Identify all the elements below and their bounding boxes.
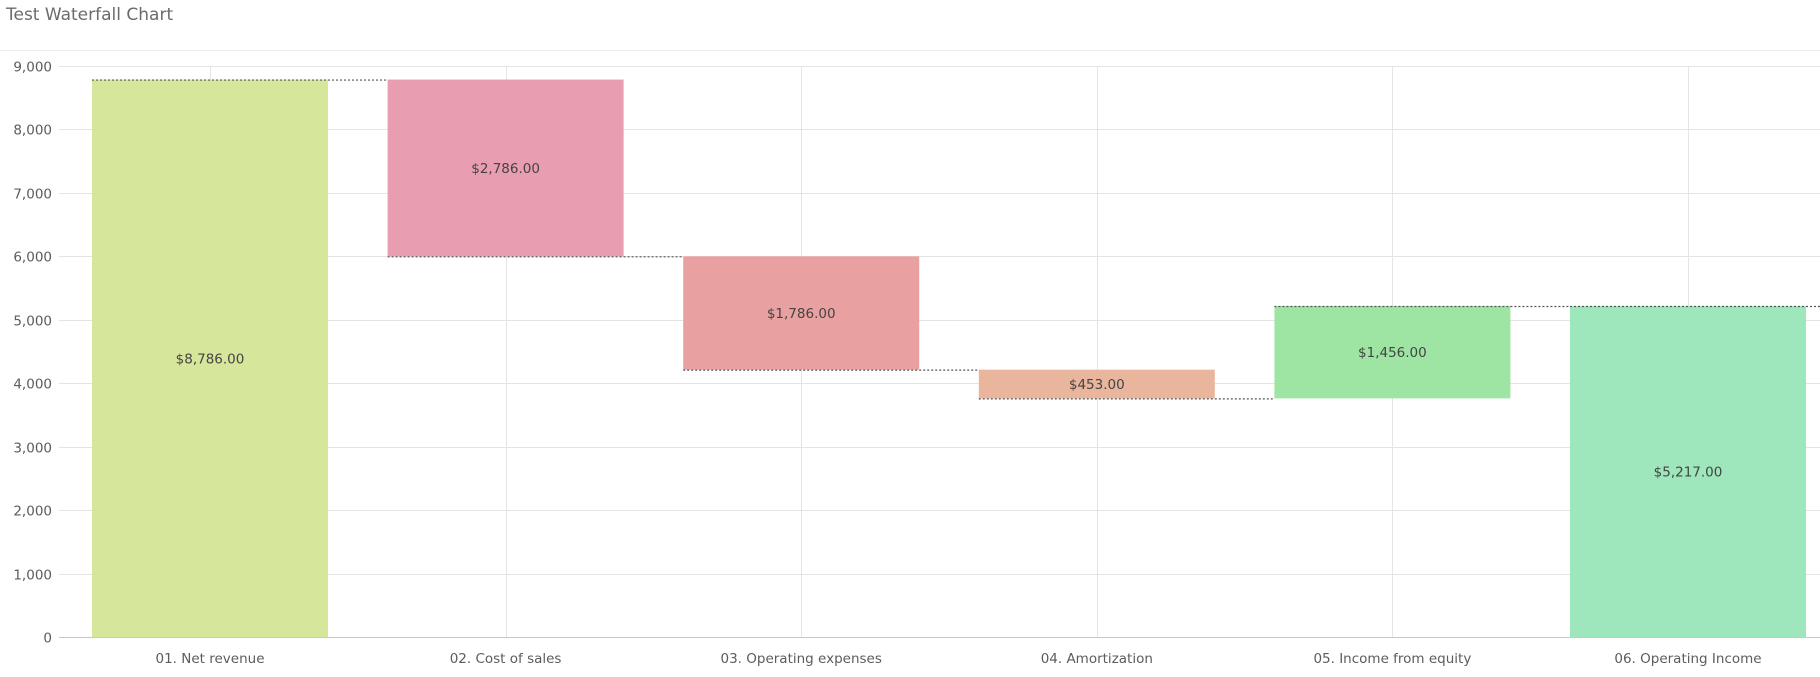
y-tick-label: 6,000 [13, 250, 52, 266]
y-tick-label: 5,000 [13, 314, 52, 330]
y-tick-label: 0 [43, 631, 52, 647]
x-category-label: 02. Cost of sales [450, 651, 562, 667]
connectors [92, 79, 1820, 400]
data-labels: $8,786.00 $2,786.00 $1,786.00 $453.00 $1,456… [176, 161, 1723, 481]
chart-title: Test Waterfall Chart [6, 5, 174, 25]
x-category-label: 06. Operating Income [1614, 651, 1761, 667]
x-category-label: 05. Income from equity [1313, 651, 1471, 667]
chart-header: Test Waterfall Chart [0, 0, 1820, 51]
y-tick-label: 8,000 [13, 123, 52, 139]
y-tick-label: 4,000 [13, 377, 52, 393]
waterfall-bar[interactable] [387, 79, 624, 257]
x-category-label: 03. Operating expenses [720, 651, 881, 667]
bar-value-label: $1,456.00 [1358, 345, 1427, 361]
waterfall-bar[interactable] [92, 79, 328, 638]
bar-value-label: $2,786.00 [471, 161, 540, 177]
y-tick-label: 3,000 [13, 441, 52, 457]
x-category-label: 04. Amortization [1041, 651, 1153, 667]
waterfall-bar[interactable] [683, 256, 920, 370]
y-tick-label: 1,000 [13, 568, 52, 584]
axes: 0 1,000 2,000 3,000 4,000 5,000 6,000 7,000 8,00… [13, 60, 1820, 667]
waterfall-bar[interactable] [978, 369, 1215, 399]
waterfall-bar[interactable] [1570, 306, 1806, 637]
bars [92, 79, 1806, 638]
y-tick-label: 9,000 [13, 60, 52, 76]
waterfall-bar[interactable] [1274, 306, 1511, 399]
bar-value-label: $5,217.00 [1654, 465, 1723, 481]
y-tick-label: 7,000 [13, 187, 52, 203]
bar-value-label: $1,786.00 [767, 306, 836, 322]
y-tick-label: 2,000 [13, 504, 52, 520]
bar-value-label: $8,786.00 [176, 351, 245, 367]
bar-value-label: $453.00 [1069, 377, 1125, 393]
x-category-label: 01. Net revenue [155, 651, 264, 667]
